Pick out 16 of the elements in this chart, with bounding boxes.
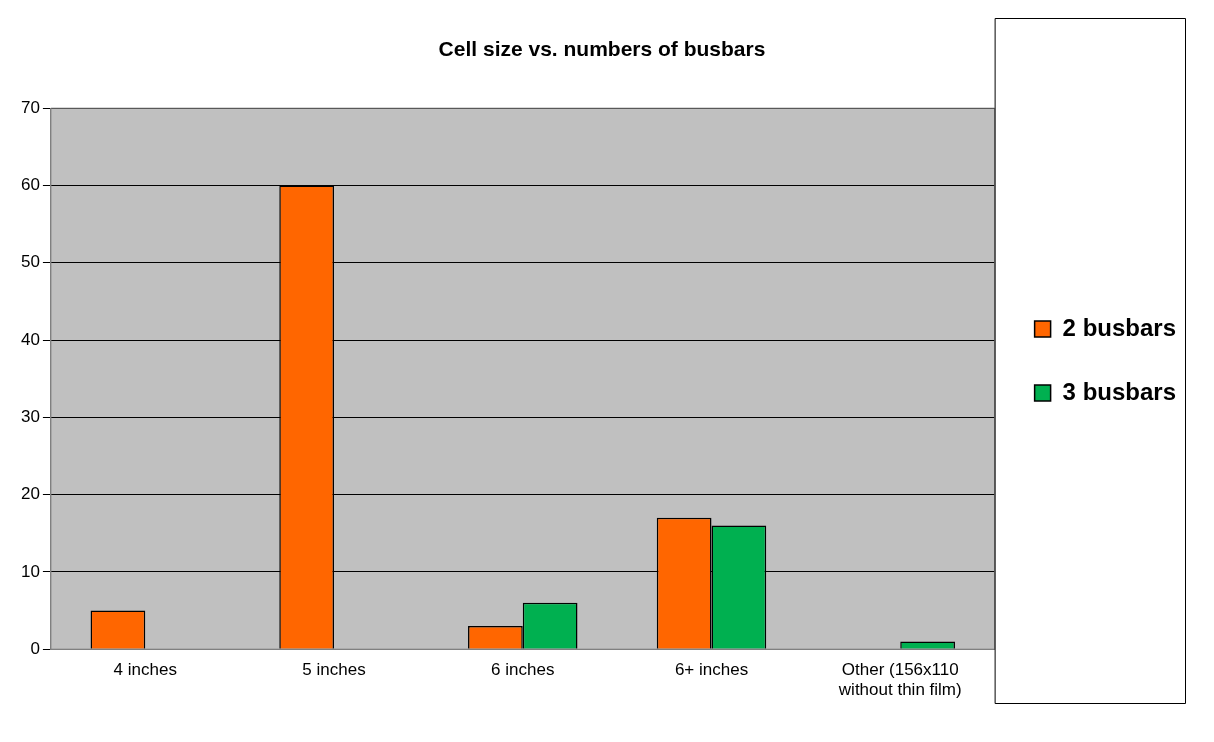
y-tick-label: 30 <box>20 407 40 427</box>
x-tick-label: 6 inches <box>491 660 555 680</box>
y-tick-label: 60 <box>20 175 40 195</box>
y-tick-label: 0 <box>30 638 40 658</box>
y-tick-label: 10 <box>20 561 40 581</box>
legend-label: 3 busbars <box>1062 377 1177 405</box>
y-tick-label: 50 <box>20 252 40 272</box>
x-tick-label: 6+ inches <box>674 660 749 680</box>
legend-label: 2 busbars <box>1062 313 1177 341</box>
x-tick-label: 4 inches <box>113 660 177 680</box>
x-tick-label: Other (156x110 without thin film) <box>837 660 962 700</box>
x-tick-label: 5 inches <box>302 660 366 680</box>
y-tick-label: 20 <box>20 484 40 504</box>
y-tick-label: 70 <box>20 97 40 117</box>
chart-title: Cell size vs. numbers of busbars <box>438 37 766 61</box>
y-tick-label: 40 <box>20 329 40 349</box>
